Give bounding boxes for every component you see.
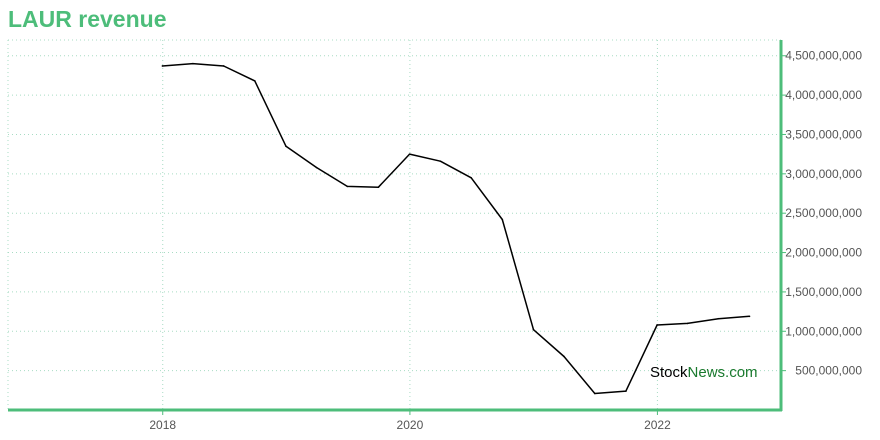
data-point	[470, 176, 472, 179]
y-tick-label: 2,500,000,000	[785, 206, 862, 220]
tick-labels: 500,000,000 1,000,000,000 1,500,000,000 2,0…	[149, 49, 862, 432]
revenue-line	[162, 62, 750, 395]
data-point	[346, 185, 349, 188]
data-point	[285, 145, 287, 148]
y-tick-label: 3,000,000,000	[785, 167, 862, 181]
y-tick-label: 4,500,000,000	[785, 49, 862, 63]
data-point	[161, 65, 164, 67]
axes	[8, 40, 786, 415]
data-point	[656, 324, 658, 326]
data-point	[686, 322, 689, 325]
data-point	[593, 392, 596, 395]
data-point	[717, 317, 720, 320]
data-point	[222, 65, 225, 67]
data-point	[254, 80, 256, 82]
data-point	[377, 186, 380, 189]
data-point	[563, 355, 565, 358]
y-tick-label: 500,000,000	[795, 364, 862, 378]
data-point	[439, 160, 442, 163]
grid-lines	[7, 39, 781, 410]
data-point	[315, 166, 318, 169]
y-tick-label: 2,000,000,000	[785, 246, 862, 260]
watermark-part1: Stock	[650, 364, 688, 381]
chart-title: LAUR revenue	[8, 6, 167, 32]
data-point	[408, 153, 411, 155]
x-tick-label: 2020	[397, 418, 424, 432]
watermark-part2: News	[687, 364, 726, 381]
y-tick-label: 4,000,000,000	[785, 88, 862, 102]
data-point	[192, 62, 194, 65]
watermark-part3: .com	[725, 364, 758, 381]
y-tick-label: 1,500,000,000	[785, 285, 862, 299]
y-tick-label: 3,500,000,000	[785, 127, 862, 141]
y-tick-label: 1,000,000,000	[785, 324, 862, 338]
data-point	[532, 328, 535, 331]
x-tick-label: 2022	[644, 418, 671, 432]
data-point	[625, 390, 627, 392]
data-point	[748, 315, 751, 318]
series-layer	[161, 62, 751, 395]
stocknews-watermark: StockNews.com	[650, 364, 758, 381]
x-tick-label: 2018	[149, 418, 176, 432]
data-point	[501, 218, 504, 221]
